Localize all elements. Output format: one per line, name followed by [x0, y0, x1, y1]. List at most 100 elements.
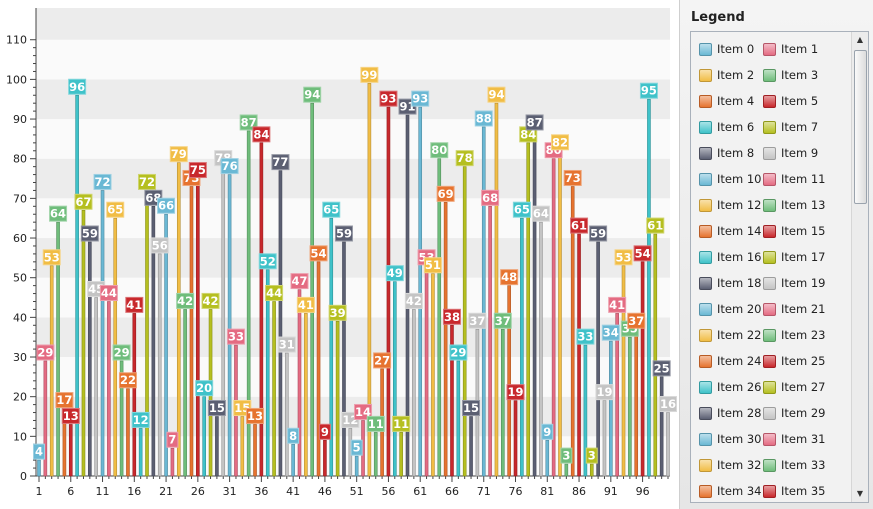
bar[interactable]: [545, 440, 550, 477]
bar[interactable]: [215, 416, 219, 477]
bar[interactable]: [272, 301, 276, 477]
legend-item[interactable]: Item 10: [693, 168, 761, 190]
bar[interactable]: [513, 400, 518, 477]
bar[interactable]: [456, 360, 461, 477]
bar[interactable]: [469, 416, 473, 477]
scroll-thumb[interactable]: [854, 50, 867, 204]
bar[interactable]: [107, 301, 111, 477]
bar[interactable]: [564, 463, 569, 477]
bar[interactable]: [227, 174, 232, 477]
bar[interactable]: [532, 130, 537, 477]
legend-item[interactable]: Item 20: [693, 298, 761, 320]
bar[interactable]: [634, 328, 639, 477]
bar[interactable]: [43, 360, 48, 477]
bar[interactable]: [138, 428, 143, 477]
bar[interactable]: [488, 206, 492, 477]
bar[interactable]: [653, 233, 658, 477]
bar[interactable]: [56, 221, 60, 477]
bar[interactable]: [342, 241, 346, 477]
legend-item[interactable]: Item 16: [693, 246, 761, 268]
bar[interactable]: [196, 178, 200, 477]
legend-item[interactable]: Item 3: [757, 64, 819, 86]
legend-item[interactable]: Item 13: [757, 194, 825, 216]
bar[interactable]: [202, 396, 206, 477]
bar[interactable]: [183, 309, 187, 477]
bar[interactable]: [164, 213, 168, 477]
bar[interactable]: [570, 186, 575, 477]
bar[interactable]: [589, 463, 594, 477]
bar[interactable]: [119, 360, 124, 477]
legend-item[interactable]: Item 15: [757, 220, 825, 242]
bar[interactable]: [132, 313, 137, 477]
bar[interactable]: [37, 459, 41, 477]
bar[interactable]: [431, 273, 435, 477]
legend-item[interactable]: Item 1: [757, 38, 819, 60]
bar[interactable]: [501, 328, 505, 477]
legend-item[interactable]: Item 31: [757, 428, 825, 450]
legend-scrollbar[interactable]: ▲ ▼: [851, 32, 868, 502]
bar[interactable]: [481, 126, 486, 477]
bar[interactable]: [615, 313, 619, 477]
bar[interactable]: [68, 424, 73, 477]
bar[interactable]: [609, 340, 613, 477]
bar[interactable]: [583, 344, 588, 477]
legend-item[interactable]: Item 12: [693, 194, 761, 216]
bar[interactable]: [399, 432, 403, 477]
legend-item[interactable]: Item 9: [757, 142, 819, 164]
bar[interactable]: [278, 170, 283, 477]
legend-item[interactable]: Item 14: [693, 220, 761, 242]
bar[interactable]: [316, 261, 321, 477]
bar[interactable]: [520, 217, 524, 477]
legend-item[interactable]: Item 22: [693, 324, 761, 346]
bar[interactable]: [659, 376, 664, 477]
bar[interactable]: [494, 102, 499, 477]
bar[interactable]: [539, 221, 543, 477]
bar[interactable]: [386, 106, 391, 477]
bar[interactable]: [151, 206, 156, 477]
legend-item[interactable]: Item 33: [757, 454, 825, 476]
bar[interactable]: [577, 233, 581, 477]
legend-item[interactable]: Item 32: [693, 454, 761, 476]
bar[interactable]: [94, 297, 98, 477]
bar[interactable]: [75, 94, 79, 477]
bar[interactable]: [126, 388, 130, 477]
legend-item[interactable]: Item 29: [757, 402, 825, 424]
bar[interactable]: [526, 142, 531, 477]
bar[interactable]: [551, 158, 556, 477]
legend-item[interactable]: Item 28: [693, 402, 761, 424]
legend-item[interactable]: Item 2: [693, 64, 755, 86]
bar[interactable]: [647, 98, 651, 477]
legend-item[interactable]: Item 0: [693, 38, 755, 60]
bar[interactable]: [443, 202, 448, 477]
bar[interactable]: [265, 269, 270, 477]
bar[interactable]: [354, 455, 359, 477]
legend-item[interactable]: Item 18: [693, 272, 761, 294]
bar[interactable]: [88, 241, 92, 477]
legend-item[interactable]: Item 30: [693, 428, 761, 450]
legend-item[interactable]: Item 23: [757, 324, 825, 346]
bar[interactable]: [628, 336, 632, 477]
legend-item[interactable]: Item 7: [757, 116, 819, 138]
bar[interactable]: [304, 313, 308, 477]
bar[interactable]: [297, 289, 302, 477]
bar[interactable]: [291, 443, 295, 477]
bar[interactable]: [221, 166, 226, 477]
bar[interactable]: [145, 190, 149, 477]
legend-item[interactable]: Item 17: [757, 246, 825, 268]
bar[interactable]: [596, 241, 600, 477]
bar[interactable]: [640, 261, 645, 477]
bar[interactable]: [412, 309, 416, 477]
bar[interactable]: [335, 321, 340, 477]
scroll-down-icon[interactable]: ▼: [856, 489, 864, 498]
bar[interactable]: [259, 142, 264, 477]
bar[interactable]: [329, 217, 334, 477]
bar[interactable]: [424, 265, 429, 477]
legend-item[interactable]: Item 19: [757, 272, 825, 294]
bar[interactable]: [323, 440, 327, 477]
bar[interactable]: [284, 352, 289, 477]
bar[interactable]: [81, 209, 86, 477]
scroll-up-icon[interactable]: ▲: [856, 35, 864, 44]
legend-item[interactable]: Item 27: [757, 376, 825, 398]
bar[interactable]: [240, 416, 245, 477]
legend-item[interactable]: Item 6: [693, 116, 755, 138]
